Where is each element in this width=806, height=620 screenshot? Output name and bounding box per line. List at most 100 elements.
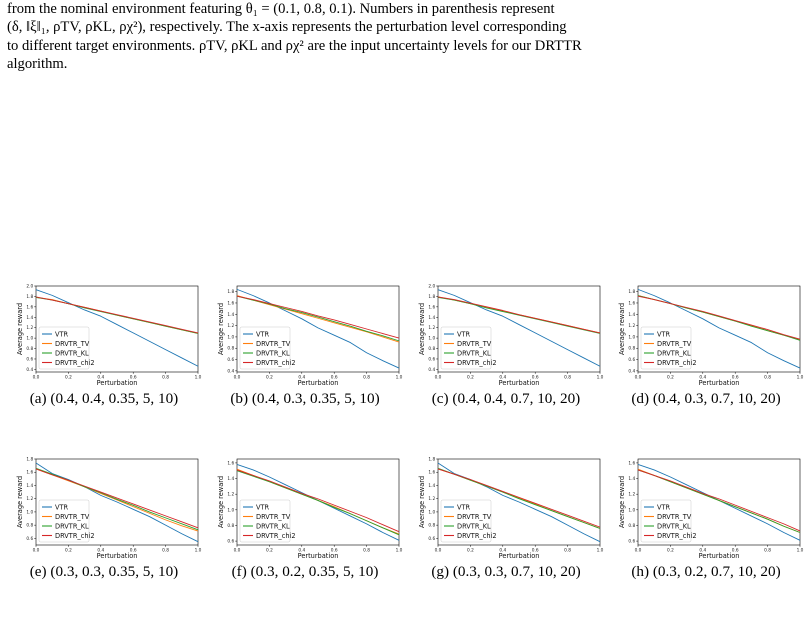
x-axis-label: Perturbation bbox=[97, 552, 138, 560]
x-tick-label: 0.4 bbox=[699, 375, 706, 381]
x-axis-label: Perturbation bbox=[298, 552, 339, 560]
y-tick-label: 1.8 bbox=[227, 289, 234, 295]
x-tick-label: 0.2 bbox=[266, 375, 273, 381]
y-axis-label: Average reward bbox=[618, 303, 626, 355]
chart-g: 0.0 0.2 0.4 0.6 0.8 1.0 0.6 0.8 1.0 1.2 1.4 1.6 1.8 P… bbox=[418, 457, 604, 561]
x-tick-label: 0.6 bbox=[130, 375, 137, 381]
legend-box bbox=[239, 326, 291, 370]
y-tick-label: 0.6 bbox=[227, 539, 234, 545]
x-tick-label: 0.4 bbox=[97, 548, 104, 554]
subfigure-b: 0.0 0.2 0.4 0.6 0.8 1.0 0.4 0.6 0.8 1.0 1.2 1.4 1.6 1… bbox=[207, 282, 403, 408]
legend-label: DRVTR_KL bbox=[55, 349, 89, 357]
y-tick-label: 1.4 bbox=[227, 476, 234, 482]
y-tick-label: 1.8 bbox=[628, 289, 635, 295]
y-tick-label: 1.0 bbox=[227, 507, 234, 513]
x-tick-label: 0.8 bbox=[564, 548, 571, 554]
x-tick-label: 0.2 bbox=[266, 548, 273, 554]
x-tick-label: 0.8 bbox=[764, 375, 771, 381]
y-tick-label: 0.6 bbox=[26, 536, 33, 542]
series-line-drvtr_chi2 bbox=[236, 295, 400, 339]
legend-label: DRVTR_KL bbox=[657, 349, 691, 357]
legend-label: VTR bbox=[256, 330, 270, 338]
series-line-drvtr_chi2 bbox=[437, 468, 601, 528]
x-axis-label: Perturbation bbox=[699, 379, 740, 387]
y-tick-label: 1.4 bbox=[628, 476, 635, 482]
figure-grid: 0.0 0.2 0.4 0.6 0.8 1.0 0.4 0.6 0.8 1.0 1.2 1.4 1.6 1… bbox=[6, 0, 806, 620]
series-line-drvtr_kl bbox=[236, 295, 400, 342]
y-tick-label: 1.6 bbox=[26, 470, 33, 476]
x-tick-label: 1.0 bbox=[597, 548, 604, 554]
x-tick-label: 0.0 bbox=[33, 548, 40, 554]
y-tick-label: 1.6 bbox=[628, 300, 635, 306]
legend-box bbox=[38, 499, 90, 543]
y-tick-label: 0.8 bbox=[26, 346, 33, 352]
series-line-vtr bbox=[236, 288, 400, 369]
x-tick-label: 0.0 bbox=[635, 548, 642, 554]
x-tick-label: 0.2 bbox=[667, 548, 674, 554]
x-tick-label: 0.8 bbox=[162, 548, 169, 554]
subfigure-caption: (a) (0.4, 0.4, 0.35, 5, 10) bbox=[29, 390, 179, 407]
x-tick-label: 0.8 bbox=[764, 548, 771, 554]
subfigure-caption: (c) (0.4, 0.4, 0.7, 10, 20) bbox=[431, 390, 581, 407]
x-tick-label: 0.6 bbox=[331, 375, 338, 381]
series-line-drvtr_chi2 bbox=[236, 469, 400, 533]
subfigure-f: 0.0 0.2 0.4 0.6 0.8 1.0 0.6 0.8 1.0 1.2 1.4 1.6 Pert… bbox=[207, 455, 403, 581]
y-tick-label: 1.6 bbox=[428, 470, 435, 476]
y-tick-label: 1.4 bbox=[428, 483, 435, 489]
y-axis-label: Average reward bbox=[16, 476, 24, 528]
legend-label: DRVTR_TV bbox=[55, 340, 90, 348]
x-tick-label: 0.6 bbox=[732, 375, 739, 381]
x-tick-label: 0.6 bbox=[331, 548, 338, 554]
x-tick-label: 0.6 bbox=[130, 548, 137, 554]
subfigure-caption: (h) (0.3, 0.2, 0.7, 10, 20) bbox=[631, 563, 781, 580]
x-tick-label: 1.0 bbox=[396, 548, 403, 554]
y-tick-label: 0.8 bbox=[628, 523, 635, 529]
x-axis-label: Perturbation bbox=[499, 552, 540, 560]
y-tick-label: 1.4 bbox=[628, 312, 635, 318]
subfigure-h: 0.0 0.2 0.4 0.6 0.8 1.0 0.6 0.8 1.0 1.2 1.4 1.6 Pert… bbox=[608, 455, 804, 581]
y-tick-label: 0.8 bbox=[227, 346, 234, 352]
x-axis-label: Perturbation bbox=[298, 379, 339, 387]
plot-frame bbox=[236, 285, 400, 373]
x-tick-label: 0.4 bbox=[499, 375, 506, 381]
legend-label: DRVTR_chi2 bbox=[256, 359, 296, 367]
y-tick-label: 0.6 bbox=[26, 356, 33, 362]
chart-d: 0.0 0.2 0.4 0.6 0.8 1.0 0.4 0.6 0.8 1.0 1.2 1.4 1.6 1… bbox=[618, 285, 804, 387]
y-axis-label: Average reward bbox=[217, 476, 225, 528]
x-tick-label: 0.2 bbox=[65, 548, 72, 554]
x-tick-label: 0.4 bbox=[97, 375, 104, 381]
caption-line: algorithm. bbox=[7, 55, 68, 72]
plot-frame bbox=[35, 458, 199, 546]
legend-label: DRVTR_chi2 bbox=[457, 532, 497, 540]
series-line-drvtr_chi2 bbox=[637, 295, 801, 340]
y-tick-label: 2.0 bbox=[26, 284, 33, 290]
legend-label: VTR bbox=[657, 503, 671, 511]
subfigure-d: 0.0 0.2 0.4 0.6 0.8 1.0 0.4 0.6 0.8 1.0 1.2 1.4 1.6 1… bbox=[608, 282, 804, 408]
y-tick-label: 1.8 bbox=[26, 294, 33, 300]
x-tick-label: 0.4 bbox=[298, 375, 305, 381]
x-tick-label: 0.6 bbox=[532, 548, 539, 554]
y-tick-label: 0.8 bbox=[628, 346, 635, 352]
series-line-vtr bbox=[437, 289, 601, 367]
legend-label: DRVTR_chi2 bbox=[657, 532, 697, 540]
series-line-drvtr_kl bbox=[236, 470, 400, 536]
x-tick-label: 0.0 bbox=[234, 548, 241, 554]
y-tick-label: 1.2 bbox=[26, 496, 33, 502]
subfigure-caption: (d) (0.4, 0.3, 0.7, 10, 20) bbox=[631, 390, 781, 407]
chart-b: 0.0 0.2 0.4 0.6 0.8 1.0 0.4 0.6 0.8 1.0 1.2 1.4 1.6 1… bbox=[217, 285, 403, 387]
x-tick-label: 1.0 bbox=[195, 375, 202, 381]
x-tick-label: 0.0 bbox=[435, 548, 442, 554]
series-line-drvtr_chi2 bbox=[637, 469, 801, 532]
x-tick-label: 0.2 bbox=[467, 548, 474, 554]
x-tick-label: 0.4 bbox=[499, 548, 506, 554]
legend-label: DRVTR_TV bbox=[657, 340, 692, 348]
legend-label: VTR bbox=[657, 330, 671, 338]
y-tick-label: 1.2 bbox=[227, 492, 234, 498]
x-tick-label: 0.2 bbox=[667, 375, 674, 381]
legend-label: DRVTR_KL bbox=[657, 522, 691, 530]
